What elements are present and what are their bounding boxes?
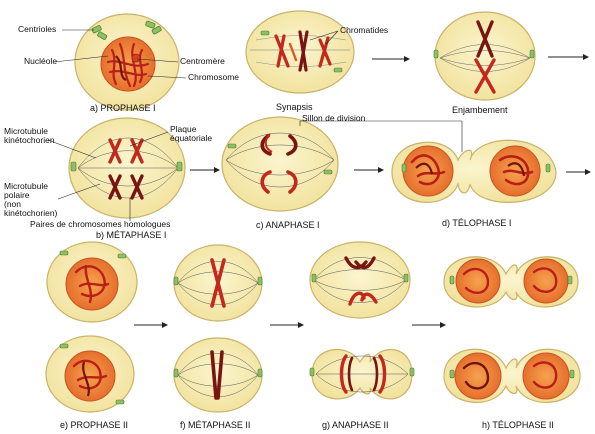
- label-microtubule-polaire-3: (non: [4, 199, 22, 209]
- label-chromosome: Chromosome: [188, 72, 240, 82]
- caption-anaphase-2: g) ANAPHASE II: [322, 420, 389, 430]
- cell-anaphase-2-bottom: [309, 348, 415, 400]
- caption-synapsis: Synapsis: [276, 102, 313, 112]
- cell-anaphase-2-top: [309, 241, 411, 319]
- cell-prophase-2-top: [46, 241, 138, 323]
- caption-prophase-2: e) PROPHASE II: [60, 420, 129, 430]
- caption-metaphase-2: f) MÉTAPHASE II: [180, 420, 251, 430]
- leader-lines: [47, 29, 463, 221]
- label-plaque-2: équatoriale: [170, 133, 213, 143]
- label-microtubule-kinetochorien-2: kinétochorien: [4, 135, 55, 145]
- label-microtubule-polaire-2: polaire: [4, 190, 30, 200]
- label-centromere: Centromère: [180, 56, 225, 66]
- caption-prophase-1: a) PROPHASE I: [90, 103, 156, 113]
- label-microtubule-polaire-4: kinétochorien): [4, 208, 58, 218]
- arrow-icon: [372, 54, 589, 62]
- cell-synapsis: [245, 10, 355, 94]
- cell-metaphase-2-top: [173, 244, 263, 322]
- caption-anaphase-1: c) ANAPHASE I: [256, 220, 320, 230]
- arrow-icon: [134, 322, 446, 328]
- cell-telophase-1: [391, 139, 557, 203]
- arrow-icon: [190, 167, 591, 175]
- caption-telophase-2: h) TÉLOPHASE II: [482, 420, 554, 430]
- cell-metaphase-2-bottom: [173, 337, 263, 413]
- caption-telophase-1: d) TÉLOPHASE I: [442, 218, 512, 228]
- cell-prophase-2-bottom: [45, 335, 135, 413]
- cell-telophase-2-bottom: [443, 348, 581, 403]
- cell-enjambement: [433, 11, 536, 101]
- label-sillon: Sillon de division: [302, 113, 366, 123]
- cell-metaphase-1: [68, 117, 186, 219]
- cell-anaphase-1: [221, 116, 339, 212]
- cell-prophase-1: [74, 13, 180, 111]
- label-centrioles: Centrioles: [18, 24, 57, 34]
- label-chromatides: Chromatides: [340, 25, 389, 35]
- label-paires: Paires de chromosomes homologues: [30, 219, 171, 229]
- centriole-icon: [91, 20, 162, 40]
- cell-telophase-2-top: [443, 256, 579, 308]
- label-microtubule-kinetochorien-1: Microtubule: [4, 126, 48, 136]
- caption-metaphase-1: b) MÉTAPHASE I: [96, 230, 167, 240]
- label-nucleole: Nucléole: [24, 56, 58, 66]
- label-microtubule-polaire-1: Microtubule: [4, 181, 48, 191]
- label-plaque-1: Plaque: [170, 124, 197, 134]
- caption-enjambement: Enjambement: [452, 105, 508, 115]
